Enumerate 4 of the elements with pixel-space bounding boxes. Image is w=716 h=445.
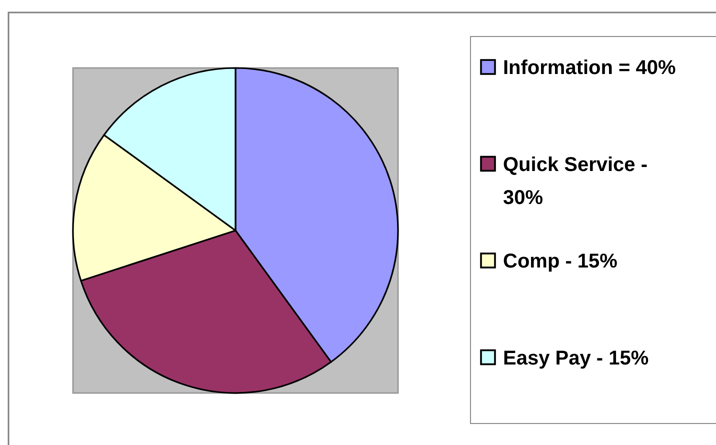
legend-label: Easy Pay - 15%: [503, 347, 649, 370]
legend-label: Quick Service - 30%: [503, 154, 648, 209]
legend-label: Information = 40%: [503, 57, 676, 79]
legend-label: Comp - 15%: [503, 250, 618, 272]
